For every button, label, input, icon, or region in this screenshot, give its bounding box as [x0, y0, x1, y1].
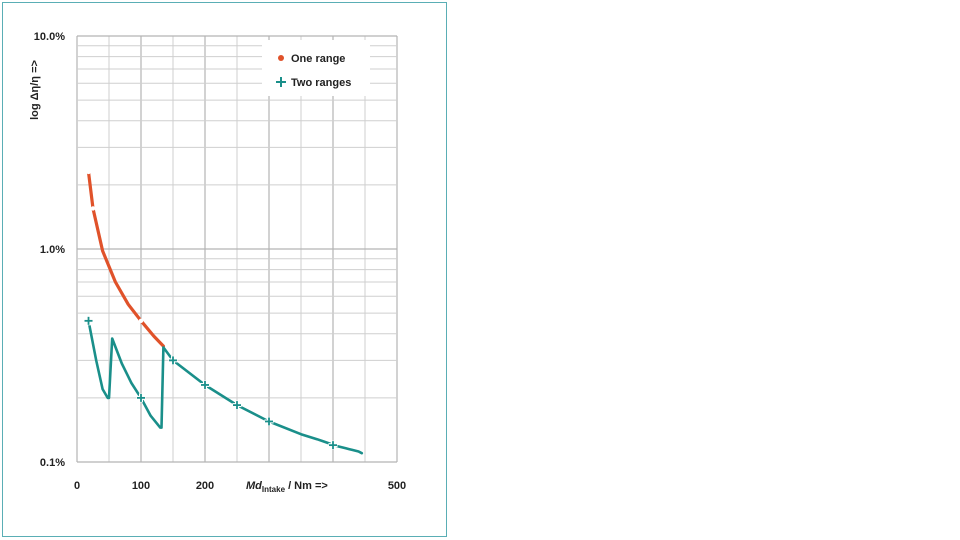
data-point-one-range [86, 169, 91, 175]
x-tick-label: 100 [132, 480, 150, 492]
x-tick-label: 500 [388, 480, 406, 492]
tick-labels: 0.1% 1.0% 10.0% 0 100 200 500 [34, 31, 406, 492]
data-point-two-ranges [264, 416, 274, 426]
legend-marker-one-range [278, 55, 284, 61]
legend-label-two-ranges: Two ranges [291, 77, 351, 89]
x-axis-label: MdIntake / Nm => [246, 480, 328, 494]
data-point-two-ranges [136, 393, 146, 403]
data-point-two-ranges [328, 440, 338, 450]
x-axis-label-main: Md [246, 480, 262, 492]
y-tick-label: 10.0% [34, 31, 65, 43]
series-line-two-ranges [87, 319, 364, 455]
series-layer [84, 169, 364, 455]
legend: One range Two ranges [262, 40, 370, 96]
data-point-two-ranges [168, 355, 178, 365]
x-tick-label: 200 [196, 480, 214, 492]
grid [76, 35, 398, 463]
chart-frame [2, 2, 447, 537]
data-point-two-ranges [232, 400, 242, 410]
x-axis-label-tail: / Nm => [285, 480, 328, 492]
y-axis-label: log Δη/η => [29, 60, 41, 120]
legend-label-one-range: One range [291, 53, 345, 65]
x-axis-label-sub: Intake [262, 485, 286, 494]
data-point-one-range [90, 206, 96, 211]
y-tick-label: 1.0% [40, 244, 65, 256]
y-tick-label: 0.1% [40, 457, 65, 469]
legend-marker-two-ranges [276, 77, 286, 87]
x-tick-label: 0 [74, 480, 80, 492]
series-line-one-range [86, 170, 165, 348]
data-point-one-range [138, 318, 144, 324]
data-point-two-ranges [200, 380, 210, 390]
data-point-two-ranges [84, 316, 94, 326]
